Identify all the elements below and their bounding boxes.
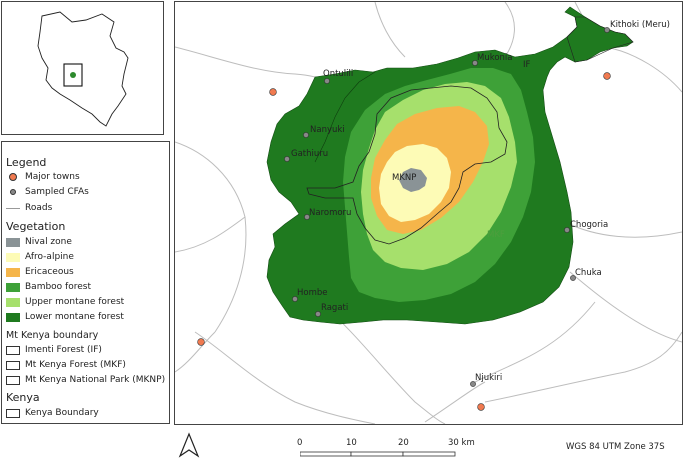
if-swatch (6, 345, 20, 355)
legend-label-cfas: Sampled CFAs (25, 187, 89, 197)
legend-kenya-title: Kenya (6, 391, 40, 404)
scale-tick-30: 30 km (448, 438, 475, 448)
cfa-ontulili[interactable] (324, 78, 330, 84)
road-symbol (6, 207, 20, 209)
kenya-inset-svg (37, 11, 129, 127)
town-label-nanyuki: Nanyuki (310, 125, 345, 135)
study-area-box (63, 63, 83, 87)
cfa-gathiuru[interactable] (284, 156, 290, 162)
mknp-label: MKNP (392, 173, 416, 183)
legend-row-ericaceous: Ericaceous (6, 265, 74, 279)
upper-montane-swatch (6, 297, 20, 307)
town-label-naromoru: Naromoru (309, 208, 351, 218)
legend-label-ericaceous: Ericaceous (25, 267, 74, 277)
cfa-chuka[interactable] (570, 275, 576, 281)
legend-vegetation-title: Vegetation (6, 220, 66, 233)
legend-row-mkf: Mt Kenya Forest (MKF) (6, 358, 126, 372)
legend-row-mknp: Mt Kenya National Park (MKNP) (6, 373, 165, 387)
nival-zone (399, 168, 427, 192)
main-map[interactable]: MKNP MKF IF Ontulili Nanyuki Gathiuru (174, 1, 683, 425)
cfa-chogoria[interactable] (564, 227, 570, 233)
major-town-1[interactable] (269, 88, 277, 96)
legend-row-major-towns: Major towns (6, 170, 80, 184)
scale-bar: 0 10 20 30 km (297, 438, 475, 458)
legend-label-mkf: Mt Kenya Forest (MKF) (25, 360, 126, 370)
legend-row-afro-alpine: Afro-alpine (6, 250, 74, 264)
scale-tick-0: 0 (297, 438, 303, 448)
legend-row-kenya-boundary: Kenya Boundary (6, 406, 99, 420)
afro-alpine-swatch (6, 252, 20, 262)
legend-label-upper-montane: Upper montane forest (25, 297, 125, 307)
town-label-mukonia: Mukonia (477, 53, 513, 63)
legend-label-mknp: Mt Kenya National Park (MKNP) (25, 375, 166, 385)
kenya-inset-map[interactable] (1, 1, 164, 135)
town-label-ontulili: Ontulili (323, 69, 353, 79)
legend-label-kenya-boundary: Kenya Boundary (25, 408, 99, 418)
north-arrow-icon (178, 432, 200, 458)
if-label: IF (523, 60, 531, 70)
legend-row-bamboo: Bamboo forest (6, 280, 91, 294)
ericaceous-swatch (6, 267, 20, 277)
main-map-svg: MKNP MKF IF Ontulili Nanyuki Gathiuru (175, 2, 682, 424)
legend-label-roads: Roads (25, 203, 53, 213)
legend-panel: Legend Major towns Sampled CFAs Roads Ve… (1, 141, 170, 424)
cfa-njukiri[interactable] (470, 381, 476, 387)
major-town-4[interactable] (477, 403, 485, 411)
cfa-kithoki[interactable] (604, 27, 610, 33)
mknp-swatch (6, 375, 20, 385)
town-label-chuka: Chuka (575, 268, 602, 278)
lower-montane-swatch (6, 312, 20, 322)
legend-title: Legend (6, 156, 47, 169)
cfa-points (284, 27, 610, 387)
legend-label-if: Imenti Forest (IF) (25, 345, 102, 355)
mkf-swatch (6, 360, 20, 370)
town-label-njukiri: Njukiri (475, 373, 502, 383)
legend-label-major-towns: Major towns (25, 172, 80, 182)
kenya-boundary-shape (37, 11, 129, 127)
major-town-3[interactable] (197, 338, 205, 346)
cfa-mukonia[interactable] (472, 60, 478, 66)
legend-label-lower-montane: Lower montane forest (25, 312, 124, 322)
town-label-gathiuru: Gathiuru (291, 149, 328, 159)
legend-row-roads: Roads (6, 201, 52, 215)
scale-tick-20: 20 (398, 438, 409, 448)
legend-row-lower-montane: Lower montane forest (6, 310, 124, 324)
projection-label: WGS 84 UTM Zone 37S (566, 442, 665, 452)
town-points (197, 72, 611, 411)
cfa-hombe[interactable] (292, 296, 298, 302)
legend-boundary-title: Mt Kenya boundary (6, 329, 99, 341)
cfa-naromoru[interactable] (304, 214, 310, 220)
legend-row-upper-montane: Upper montane forest (6, 295, 124, 309)
town-label-kithoki: Kithoki (Meru) (610, 20, 670, 30)
imenti-forest-boundary (566, 16, 634, 63)
legend-label-nival: Nival zone (25, 237, 72, 247)
town-label-chogoria: Chogoria (570, 220, 608, 230)
cfa-nanyuki[interactable] (303, 132, 309, 138)
town-label-hombe: Hombe (297, 288, 328, 298)
legend-label-bamboo: Bamboo forest (25, 282, 91, 292)
study-area-marker (70, 72, 76, 78)
scale-tick-10: 10 (346, 438, 357, 448)
nival-swatch (6, 237, 20, 247)
cfa-ragati[interactable] (315, 311, 321, 317)
scale-bar-graphic (300, 451, 456, 457)
cfa-symbol (10, 189, 16, 195)
legend-label-afro-alpine: Afro-alpine (25, 252, 74, 262)
major-town-symbol (9, 173, 17, 181)
legend-row-cfas: Sampled CFAs (6, 185, 89, 199)
mknp-boundary (306, 85, 508, 245)
legend-row-nival: Nival zone (6, 235, 72, 249)
major-town-2[interactable] (603, 72, 611, 80)
mkf-boundary (314, 71, 376, 163)
legend-row-if: Imenti Forest (IF) (6, 343, 102, 357)
town-label-ragati: Ragati (321, 303, 348, 313)
mkf-label: MKF (487, 230, 505, 240)
kenya-boundary-swatch (6, 408, 20, 418)
bamboo-swatch (6, 282, 20, 292)
legend-boundary-title-row: Mt Kenya boundary (6, 328, 98, 342)
